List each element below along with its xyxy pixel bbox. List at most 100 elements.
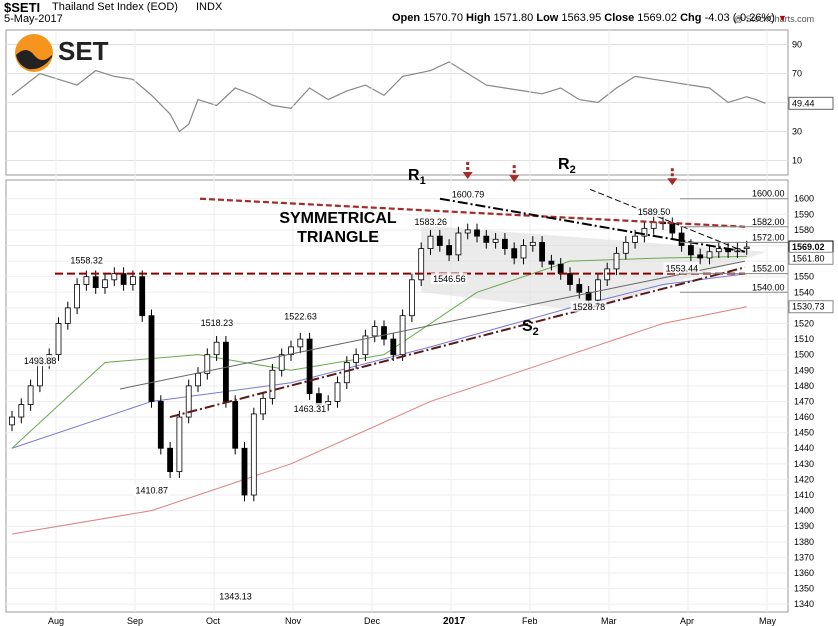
- price-label-bg: [68, 254, 105, 266]
- price-tick-label: 1360: [794, 568, 814, 578]
- candle-body: [501, 238, 508, 250]
- price-badge-text: 1530.73: [792, 302, 825, 312]
- price-label-bg: [635, 206, 672, 218]
- rsi-tick-label: 10: [792, 156, 802, 166]
- price-label-bg: [198, 317, 235, 329]
- close-label: Close: [604, 12, 635, 24]
- candle-body: [362, 335, 369, 356]
- set-logo-icon: [14, 33, 54, 73]
- price-label-bg: [449, 188, 486, 200]
- r2-sub: 2: [569, 164, 576, 177]
- sma50-line: [11, 255, 747, 449]
- price-label-bg: [570, 300, 607, 312]
- price-tick-label: 1350: [794, 584, 814, 594]
- pattern-line-1: SYMMETRICAL: [279, 210, 397, 227]
- month-tick-label: Dec: [364, 616, 381, 626]
- candle-body: [455, 232, 462, 256]
- candle-body: [167, 447, 174, 473]
- price-tick-label: 1340: [794, 599, 814, 609]
- chart-index-name: Thailand Set Index (EOD): [52, 1, 178, 13]
- level-label: 1572.00: [752, 232, 785, 242]
- candle-body: [539, 241, 545, 262]
- candle-body: [9, 416, 15, 426]
- candle-body: [706, 251, 713, 259]
- month-tick-label: Aug: [48, 616, 64, 626]
- resistance-r1-label: R1: [408, 167, 426, 187]
- rsi-tick-label: 30: [792, 127, 802, 137]
- price-tick-label: 1400: [794, 506, 814, 516]
- candle-body: [83, 276, 90, 285]
- candle-body: [185, 385, 192, 418]
- candle-body: [139, 276, 146, 317]
- rsi-tick-label: 90: [792, 40, 802, 50]
- price-tick-label: 1510: [794, 334, 814, 344]
- price-point-label: 1410.87: [136, 486, 169, 496]
- candle-body: [269, 369, 276, 399]
- month-tick-label: Oct: [206, 616, 221, 626]
- price-point-label: 1518.23: [201, 318, 234, 328]
- price-tick-label: 1370: [794, 552, 814, 562]
- chart-symbol: $SETI: [4, 0, 41, 15]
- candle-body: [688, 245, 694, 256]
- price-tick-label: 1480: [794, 381, 814, 391]
- close-value: 1569.02: [637, 12, 678, 24]
- sma200-line: [11, 306, 747, 535]
- candle-body: [232, 401, 239, 449]
- price-point-label: 1343.13: [219, 591, 252, 601]
- candle-body: [176, 416, 183, 473]
- support-s2-label: S2: [522, 318, 539, 338]
- r2-line: [589, 188, 746, 253]
- chg-value: -4.03 (-0.26%): [704, 12, 775, 24]
- r2-letter: R: [558, 156, 570, 173]
- candle-body: [715, 248, 722, 253]
- high-value: 1571.80: [493, 12, 534, 24]
- signal-arrow-head: [462, 172, 473, 179]
- price-point-label: 1522.63: [284, 311, 317, 321]
- price-point-label: 1493.88: [24, 356, 57, 366]
- signal-arrow-head: [509, 175, 520, 183]
- candle-body: [743, 246, 750, 250]
- candle-body: [529, 241, 536, 246]
- month-tick-label: Feb: [522, 616, 538, 626]
- price-tick-label: 1520: [794, 318, 814, 328]
- price-badge: [788, 251, 834, 265]
- candle-body: [408, 279, 415, 317]
- open-label: Open: [392, 12, 421, 24]
- s2-sub: 2: [532, 326, 539, 339]
- candle-body: [92, 276, 99, 289]
- price-tick-label: 1580: [794, 225, 814, 235]
- level-label: 1582.00: [752, 217, 785, 227]
- price-tick-label: 1590: [794, 209, 814, 219]
- candle-body: [474, 229, 480, 237]
- rsi-value-badge: [788, 96, 834, 110]
- month-tick-label: Sep: [127, 616, 143, 626]
- candle-body: [18, 404, 25, 418]
- candle-body: [74, 284, 80, 309]
- candle-body: [446, 245, 453, 256]
- candle-body: [353, 354, 360, 363]
- price-label-bg: [21, 355, 58, 367]
- candle-body: [120, 273, 127, 285]
- open-value: 1570.70: [423, 12, 463, 24]
- price-panel-frame: [5, 179, 789, 613]
- candle-body: [260, 397, 267, 415]
- candle-body: [195, 372, 201, 387]
- candle-body: [632, 235, 638, 243]
- price-point-label: 1528.78: [573, 302, 606, 312]
- candle-body: [483, 235, 490, 243]
- low-label: Low: [536, 12, 559, 24]
- month-tick-label: Apr: [680, 616, 694, 626]
- s2-support-line: [169, 266, 746, 419]
- price-badge-text: 1561.80: [792, 253, 825, 263]
- candle-body: [399, 315, 406, 356]
- price-tick-label: 1550: [794, 272, 814, 282]
- candle-body: [111, 273, 118, 281]
- candle-body: [241, 447, 248, 496]
- r1-sub: 1: [419, 175, 426, 188]
- price-tick-label: 1440: [794, 443, 814, 453]
- candle-body: [427, 235, 434, 250]
- candle-body: [613, 252, 620, 270]
- level-label: 1540.00: [752, 282, 785, 292]
- candle-body: [511, 248, 518, 259]
